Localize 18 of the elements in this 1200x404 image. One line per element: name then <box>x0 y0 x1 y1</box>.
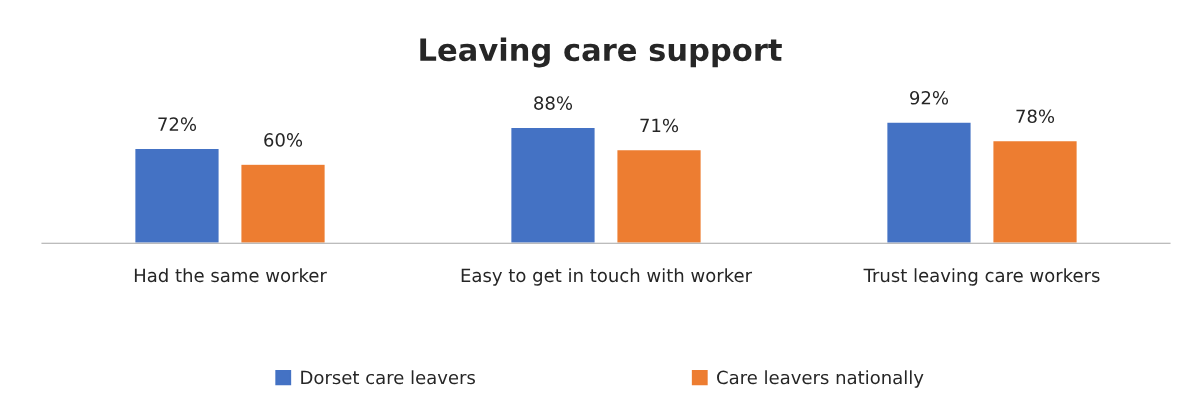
bar <box>616 148 703 244</box>
data-label: 72% <box>158 117 197 131</box>
data-label: 88% <box>534 96 573 110</box>
bar <box>133 147 220 244</box>
data-label: 71% <box>640 118 679 133</box>
x-tick-label: Easy to get in touch with worker <box>461 268 753 286</box>
data-label: 60% <box>264 133 303 147</box>
bar <box>240 163 327 244</box>
x-tick-label: Trust leaving care workers <box>863 268 1100 286</box>
bar <box>509 126 596 244</box>
legend-label: Care leavers nationally <box>717 370 924 388</box>
chart-title: Leaving care support <box>420 37 782 68</box>
data-label: 92% <box>910 90 949 105</box>
bar <box>992 139 1079 244</box>
x-tick-label: Had the same worker <box>134 268 327 283</box>
data-label: 78% <box>1016 109 1055 124</box>
legend-label: Dorset care leavers <box>301 370 475 385</box>
bar <box>885 121 972 244</box>
